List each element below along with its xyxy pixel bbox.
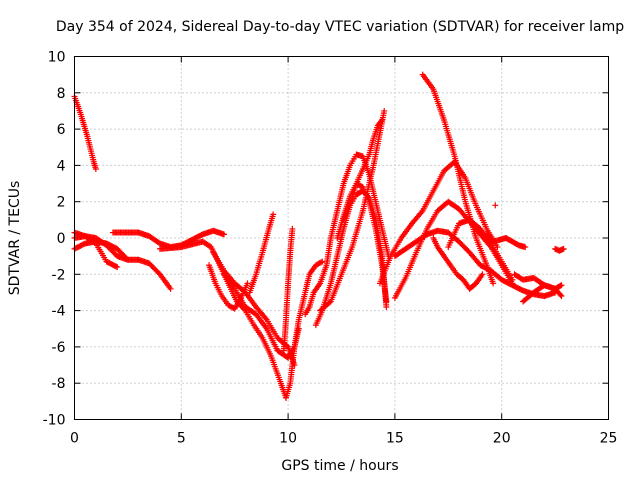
grid-lines [74, 56, 609, 420]
y-tick-label: 10 [48, 50, 66, 66]
y-tick-label: 6 [57, 122, 66, 138]
data-point [167, 285, 174, 292]
y-tick-label: -8 [52, 376, 66, 392]
data-point [123, 255, 130, 262]
data-point [557, 282, 564, 289]
data-point [326, 299, 333, 306]
y-tick-label: 8 [57, 86, 66, 102]
data-point [289, 225, 296, 232]
data-point [522, 244, 529, 251]
data-point [295, 325, 302, 332]
x-tick-label: 25 [600, 431, 618, 447]
data-point [509, 276, 516, 283]
data-point [558, 282, 565, 289]
data-point [291, 362, 298, 369]
data-point [492, 202, 499, 209]
y-tick-label: -10 [43, 413, 66, 429]
x-tick-labels: 0 5 10 15 20 25 [70, 431, 617, 447]
data-point [124, 256, 131, 263]
y-tick-label: -2 [52, 267, 66, 283]
data-point [92, 166, 99, 173]
data-point [270, 211, 277, 218]
data-point [560, 245, 567, 252]
data-point [244, 280, 251, 287]
x-tick-label: 0 [70, 431, 79, 447]
data-point [383, 303, 390, 310]
chart-title: Day 354 of 2024, Sidereal Day-to-day VTE… [56, 19, 624, 35]
x-tick-label: 15 [386, 431, 404, 447]
data-point [114, 264, 121, 271]
data-point [381, 107, 388, 114]
data-point [479, 271, 486, 278]
x-tick-label: 10 [279, 431, 297, 447]
data-point [113, 263, 120, 270]
y-tick-label: 2 [57, 195, 66, 211]
plot-frame [74, 56, 609, 420]
x-axis-label: GPS time / hours [281, 458, 398, 474]
x-tick-label: 20 [493, 431, 511, 447]
data-points [71, 71, 567, 401]
y-axis-label: SDTVAR / TECUs [7, 181, 23, 296]
y-tick-label: -6 [52, 340, 66, 356]
data-point [317, 259, 324, 266]
y-tick-label: -4 [52, 304, 66, 320]
y-tick-labels: -10 -8 -6 -4 -2 0 2 4 6 8 10 [43, 50, 66, 429]
data-point [558, 293, 565, 300]
x-tick-label: 5 [177, 431, 186, 447]
data-point [557, 291, 564, 298]
data-point [490, 280, 497, 287]
y-tick-label: 0 [57, 231, 66, 247]
data-point [365, 193, 372, 200]
y-tick-label: 4 [57, 158, 66, 174]
data-point [221, 231, 228, 238]
